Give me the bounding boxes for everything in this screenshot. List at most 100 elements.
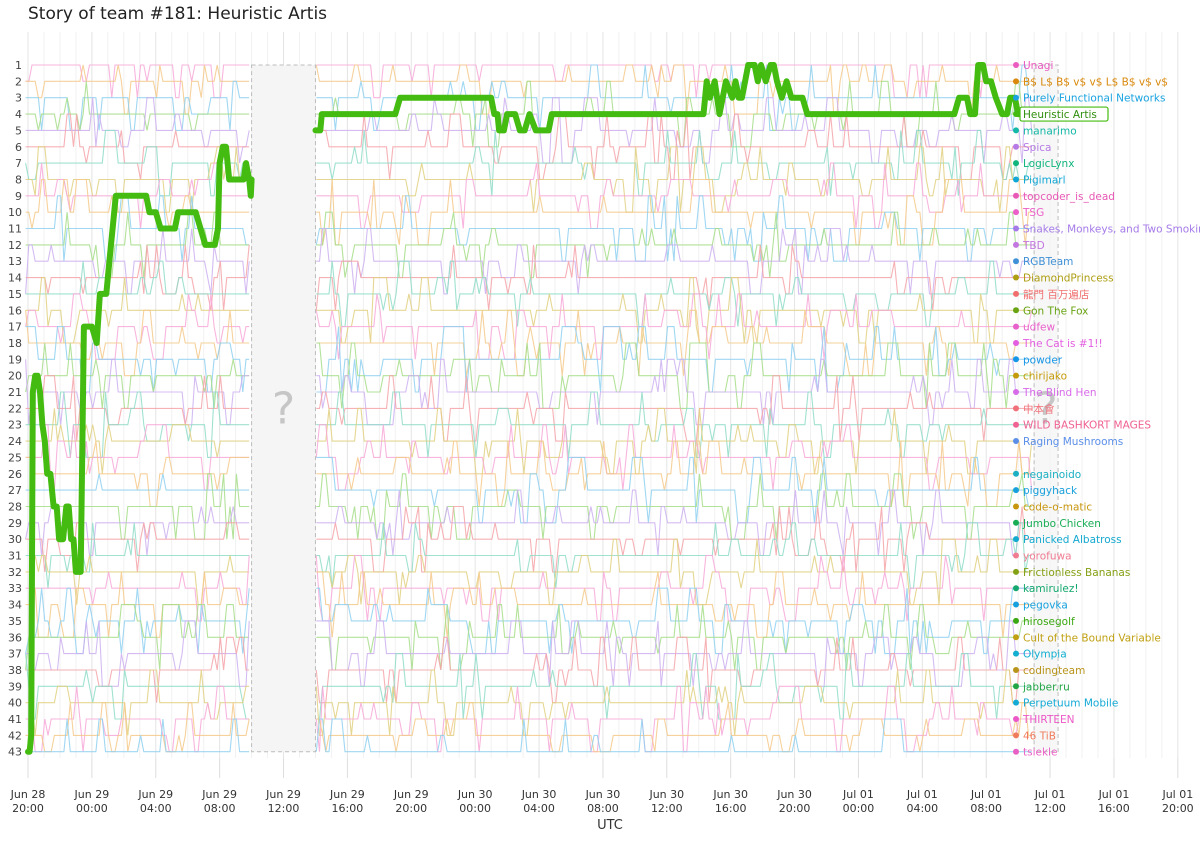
x-tick-time: 04:00 xyxy=(140,802,172,815)
y-tick-label: 25 xyxy=(8,451,22,464)
y-tick-label: 40 xyxy=(8,697,22,710)
team-dot xyxy=(1013,438,1019,444)
team-label: codingteam xyxy=(1023,665,1085,677)
x-tick-date: Jun 30 xyxy=(585,788,621,801)
team-label: Unagi xyxy=(1023,60,1053,72)
team-dot xyxy=(1013,373,1019,379)
y-tick-label: 30 xyxy=(8,533,22,546)
team-label: chirijako xyxy=(1023,371,1067,383)
x-tick-time: 20:00 xyxy=(779,802,811,815)
team-dot xyxy=(1013,667,1019,673)
x-tick-time: 16:00 xyxy=(332,802,364,815)
y-tick-label: 23 xyxy=(8,419,22,432)
x-axis-label: UTC xyxy=(597,818,623,833)
x-tick-date: Jul 01 xyxy=(1161,788,1193,801)
team-label: 46 TiB xyxy=(1023,730,1056,742)
x-tick-date: Jun 28 xyxy=(10,788,46,801)
team-label: kamirulez! xyxy=(1023,583,1079,595)
team-dot xyxy=(1013,62,1019,68)
team-label: Jumbo Chicken xyxy=(1022,518,1101,530)
x-tick-time: 04:00 xyxy=(523,802,555,815)
x-tick-date: Jun 30 xyxy=(648,788,684,801)
y-tick-label: 43 xyxy=(8,746,22,759)
y-tick-label: 12 xyxy=(8,239,22,252)
team-label: B$ L$ B$ v$ v$ L$ B$ v$ v$ xyxy=(1023,76,1168,88)
y-axis: 1234567891011121314151617181920212223242… xyxy=(8,59,22,759)
team-dot xyxy=(1013,700,1019,706)
x-tick-date: Jun 30 xyxy=(712,788,748,801)
team-label: hirosegolf xyxy=(1023,616,1075,628)
team-label: The Blind Hen xyxy=(1022,387,1097,399)
y-tick-label: 13 xyxy=(8,255,22,268)
team-dot xyxy=(1013,127,1019,133)
y-tick-label: 29 xyxy=(8,517,22,530)
y-tick-label: 9 xyxy=(15,190,22,203)
team-dot xyxy=(1013,209,1019,215)
team-label: negainoido xyxy=(1023,469,1081,481)
team-dot xyxy=(1013,144,1019,150)
team-label: 中本會 xyxy=(1023,402,1055,415)
team-label: code-o-matic xyxy=(1023,501,1092,513)
x-tick-date: Jul 01 xyxy=(1034,788,1066,801)
y-tick-label: 42 xyxy=(8,729,22,742)
team-label: Spica xyxy=(1023,142,1051,154)
x-tick-date: Jun 29 xyxy=(393,788,429,801)
x-tick-date: Jun 29 xyxy=(74,788,110,801)
y-tick-label: 41 xyxy=(8,713,22,726)
team-label: pegovka xyxy=(1023,600,1068,612)
y-tick-label: 3 xyxy=(15,92,22,105)
y-tick-label: 34 xyxy=(8,599,22,612)
team-label: powder xyxy=(1023,354,1063,366)
y-tick-label: 4 xyxy=(15,108,22,121)
team-dot xyxy=(1013,651,1019,657)
y-tick-label: 10 xyxy=(8,206,22,219)
team-dot xyxy=(1013,487,1019,493)
x-tick-date: Jul 01 xyxy=(842,788,874,801)
team-dot xyxy=(1013,422,1019,428)
team-dot xyxy=(1013,602,1019,608)
team-dot xyxy=(1013,405,1019,411)
team-dot xyxy=(1013,226,1019,232)
team-dot xyxy=(1013,356,1019,362)
x-tick-time: 16:00 xyxy=(715,802,747,815)
x-tick-date: Jul 01 xyxy=(1098,788,1130,801)
x-tick-time: 12:00 xyxy=(651,802,683,815)
team-label: tsiekle xyxy=(1023,747,1057,759)
team-dot xyxy=(1013,749,1019,755)
y-tick-label: 20 xyxy=(8,370,22,383)
team-label: Raging Mushrooms xyxy=(1023,436,1123,448)
team-label: Cult of the Bound Variable xyxy=(1023,632,1161,644)
x-tick-time: 00:00 xyxy=(76,802,108,815)
team-label: Pigimarl xyxy=(1023,174,1066,186)
x-tick-date: Jul 01 xyxy=(970,788,1002,801)
team-dot xyxy=(1013,307,1019,313)
team-dot xyxy=(1013,520,1019,526)
team-label: RGBTeam xyxy=(1023,256,1073,268)
x-tick-date: Jun 30 xyxy=(776,788,812,801)
y-tick-label: 16 xyxy=(8,304,22,317)
y-tick-label: 24 xyxy=(8,435,22,448)
team-label: Heuristic Artis xyxy=(1023,109,1097,121)
team-dot xyxy=(1013,389,1019,395)
x-tick-time: 16:00 xyxy=(1098,802,1130,815)
team-label: Olympia xyxy=(1023,649,1067,661)
x-tick-time: 12:00 xyxy=(1034,802,1066,815)
team-label: LogicLynx xyxy=(1023,158,1074,170)
team-dot xyxy=(1013,553,1019,559)
y-tick-label: 36 xyxy=(8,631,22,644)
x-tick-time: 00:00 xyxy=(843,802,875,815)
team-label: piggyhack xyxy=(1023,485,1078,497)
y-tick-label: 39 xyxy=(8,680,22,693)
unknown-period-label: ? xyxy=(272,383,295,434)
y-tick-label: 33 xyxy=(8,582,22,595)
team-dot xyxy=(1013,618,1019,624)
x-tick-date: Jun 29 xyxy=(201,788,237,801)
y-tick-label: 32 xyxy=(8,566,22,579)
y-tick-label: 11 xyxy=(8,223,22,236)
y-tick-label: 18 xyxy=(8,337,22,350)
x-tick-date: Jun 29 xyxy=(265,788,301,801)
y-tick-label: 19 xyxy=(8,353,22,366)
team-dot xyxy=(1013,732,1019,738)
